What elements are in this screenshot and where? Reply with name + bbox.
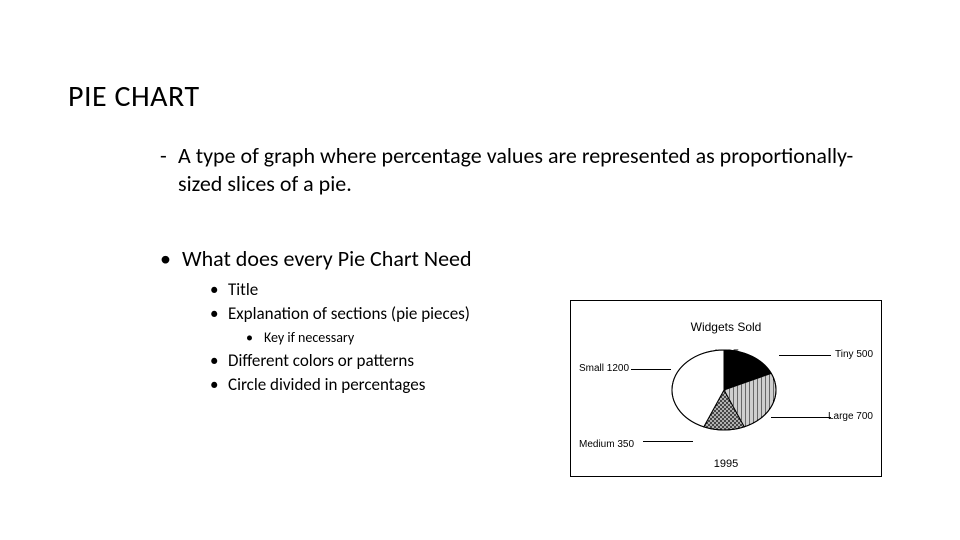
definition-text: A type of graph where percentage values … — [178, 142, 860, 197]
leader-line — [643, 441, 693, 442]
pie-svg — [669, 345, 779, 435]
list-item: • Title — [210, 278, 860, 302]
leader-line — [631, 369, 671, 370]
pie-chart-figure: Widgets Sold 1995 Small 1200 — [570, 300, 882, 477]
bullet-icon: • — [210, 349, 228, 373]
bullet-icon: • — [210, 302, 228, 326]
pie-label-large: Large 700 — [828, 411, 873, 422]
bullet-icon: • — [246, 328, 264, 348]
bullet-icon: • — [210, 278, 228, 302]
figure-footer: 1995 — [571, 458, 881, 470]
question-row: • What does every Pie Chart Need — [160, 245, 860, 272]
leader-line — [771, 417, 831, 418]
slide: PIE CHART - A type of graph where percen… — [0, 0, 960, 540]
pie-label-medium: Medium 350 — [579, 439, 634, 450]
figure-title-line1: Widgets Sold — [691, 320, 762, 334]
list-item-text: Different colors or patterns — [228, 349, 414, 373]
slide-title: PIE CHART — [68, 78, 200, 115]
definition-row: - A type of graph where percentage value… — [160, 142, 860, 197]
definition-dash: - — [160, 142, 178, 170]
list-item-text: Title — [228, 278, 258, 302]
bullet-icon: • — [210, 373, 228, 397]
list-item-text: Explanation of sections (pie pieces) — [228, 302, 470, 326]
bullet-icon: • — [160, 245, 182, 272]
pie-label-tiny: Tiny 500 — [835, 349, 873, 360]
list-subitem-text: Key if necessary — [264, 328, 354, 348]
pie-chart — [669, 345, 779, 435]
list-item-text: Circle divided in percentages — [228, 373, 425, 397]
question-text: What does every Pie Chart Need — [182, 245, 472, 272]
pie-label-small: Small 1200 — [579, 363, 629, 374]
leader-line — [779, 355, 831, 356]
